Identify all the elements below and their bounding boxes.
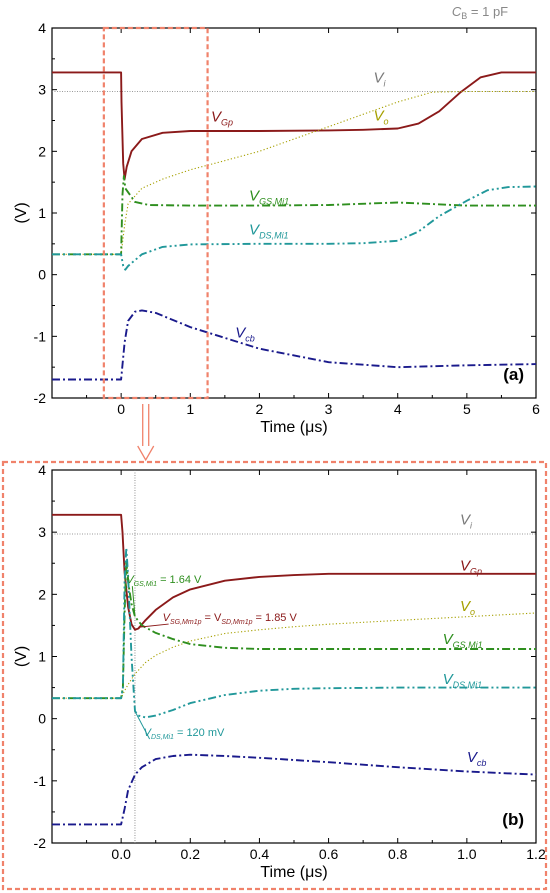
x-tick-label: 0.6 bbox=[319, 846, 339, 862]
x-axis-title: Time (μs) bbox=[260, 864, 327, 881]
x-tick-label: 0.4 bbox=[250, 846, 270, 862]
y-tick-label: 1 bbox=[38, 649, 46, 665]
annotation-leader-vgs bbox=[131, 586, 136, 617]
capacitance-note: CB = 1 pF bbox=[452, 4, 508, 21]
y-tick-label: -1 bbox=[34, 773, 47, 789]
series-line-vo bbox=[52, 90, 536, 255]
x-tick-label: 0.0 bbox=[111, 846, 131, 862]
x-tick-label: 0.2 bbox=[181, 846, 201, 862]
series-label-vgs: VGS,Mi1 bbox=[443, 631, 483, 650]
y-tick-label: 3 bbox=[38, 524, 46, 540]
y-tick-label: 2 bbox=[38, 586, 46, 602]
y-tick-label: 3 bbox=[38, 82, 46, 98]
panel-tag: (b) bbox=[502, 810, 524, 829]
series-line-vcb bbox=[52, 753, 537, 826]
x-axis-title: Time (μs) bbox=[260, 419, 327, 436]
y-tick-label: -2 bbox=[34, 835, 47, 851]
y-tick-label: -2 bbox=[34, 390, 47, 406]
series-label-vgp: VGp bbox=[211, 109, 233, 128]
series-label-vcb: Vcb bbox=[235, 325, 255, 344]
zoom-region-box bbox=[102, 26, 209, 400]
chart-panel-a: 0 1 2 3 4 5 6 -2 -1 0 1 2 3 4 Time (μs) (V) Vi VGp Vo VGS,M… bbox=[13, 20, 540, 436]
series-label-vo: Vo bbox=[460, 598, 475, 617]
arrow-head bbox=[137, 445, 155, 462]
series-label-vgs: VGS,Mi1 bbox=[249, 188, 289, 207]
series-label-vi: Vi bbox=[374, 69, 387, 88]
zoomed-panel-frame bbox=[1, 460, 548, 891]
x-tick-label: 0 bbox=[117, 401, 125, 417]
series-line-vcb bbox=[52, 309, 537, 381]
y-tick-label: 4 bbox=[38, 462, 46, 478]
x-tick-label: 6 bbox=[532, 401, 540, 417]
y-tick-label: 4 bbox=[38, 20, 46, 36]
x-tick-label: 1 bbox=[186, 401, 194, 417]
x-tick-label: 3 bbox=[325, 401, 333, 417]
x-tick-label: 4 bbox=[394, 401, 402, 417]
annotation-vgp: VSG,Mm1p = VSD,Mm1p = 1.85 V bbox=[163, 612, 298, 626]
series-line-vds bbox=[52, 546, 536, 719]
annotation-vgs: VGS,Mi1 = 1.64 V bbox=[126, 574, 202, 588]
panel-tag: (a) bbox=[503, 365, 524, 384]
y-tick-label: 2 bbox=[38, 143, 46, 159]
y-axis-title: (V) bbox=[13, 202, 30, 223]
series-label-vcb: Vcb bbox=[467, 749, 487, 768]
annotation-leader-vds bbox=[134, 710, 151, 740]
y-axis-title: (V) bbox=[13, 646, 30, 667]
x-tick-label: 2 bbox=[256, 401, 264, 417]
plot-frame bbox=[51, 27, 537, 399]
y-tick-label: 0 bbox=[38, 267, 46, 283]
series-label-vi: Vi bbox=[460, 512, 473, 531]
y-tick-label: 1 bbox=[38, 205, 46, 221]
series-label-vgp: VGp bbox=[460, 558, 482, 577]
annotation-vds: VDS,Mi1 = 120 mV bbox=[144, 727, 225, 741]
y-tick-label: -1 bbox=[34, 328, 47, 344]
zoom-connector bbox=[137, 404, 155, 462]
x-tick-label: 1.0 bbox=[457, 846, 477, 862]
series-label-vds: VDS,Mi1 bbox=[443, 671, 483, 690]
series-label-vo: Vo bbox=[374, 108, 389, 127]
chart-panel-b: 0.0 0.2 0.4 0.6 0.8 1.0 1.2 -2 -1 0 1 2 3 4 Time (μs) (… bbox=[1, 460, 548, 891]
series-line-vgs bbox=[52, 175, 536, 256]
series-line-vds bbox=[52, 185, 537, 271]
series-label-vds: VDS,Mi1 bbox=[249, 222, 289, 241]
x-tick-label: 0.8 bbox=[388, 846, 408, 862]
y-tick-label: 0 bbox=[38, 711, 46, 727]
x-tick-label: 5 bbox=[463, 401, 471, 417]
series-line-vgs bbox=[52, 559, 536, 700]
series-line-vo bbox=[52, 612, 537, 699]
series-line-vgp bbox=[52, 71, 536, 181]
x-tick-label: 1.2 bbox=[526, 846, 546, 862]
annotation-leader-vgp bbox=[138, 623, 169, 628]
